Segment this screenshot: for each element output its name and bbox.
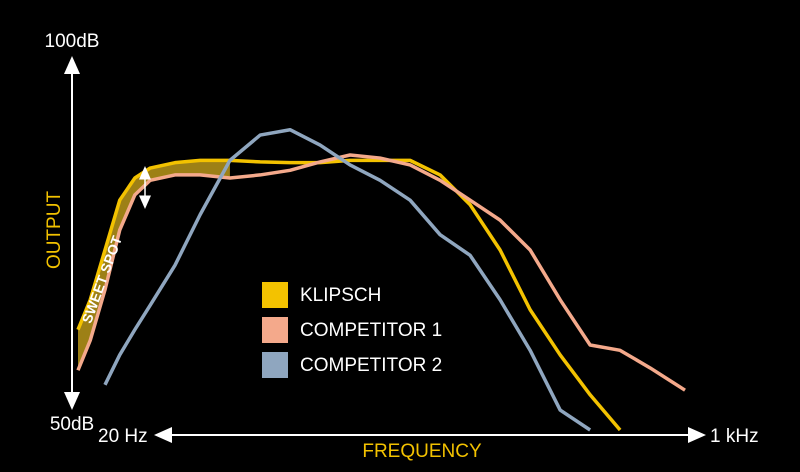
y-axis-label: OUTPUT bbox=[44, 191, 65, 270]
x-tick-label: 1 kHz bbox=[710, 426, 759, 447]
line bbox=[103, 127, 592, 432]
legend-swatch bbox=[262, 282, 288, 308]
y-tick-label: 50dB bbox=[50, 414, 94, 435]
legend-swatch bbox=[262, 352, 288, 378]
line bbox=[76, 153, 686, 392]
x-tick-label: 20 Hz bbox=[98, 426, 148, 447]
line bbox=[76, 158, 622, 432]
legend-swatch bbox=[262, 317, 288, 343]
legend-label: COMPETITOR 2 bbox=[300, 355, 442, 376]
legend-label: COMPETITOR 1 bbox=[300, 320, 442, 341]
legend-label: KLIPSCH bbox=[300, 285, 381, 306]
x-axis-label: FREQUENCY bbox=[362, 441, 482, 462]
y-tick-label: 100dB bbox=[45, 31, 100, 52]
